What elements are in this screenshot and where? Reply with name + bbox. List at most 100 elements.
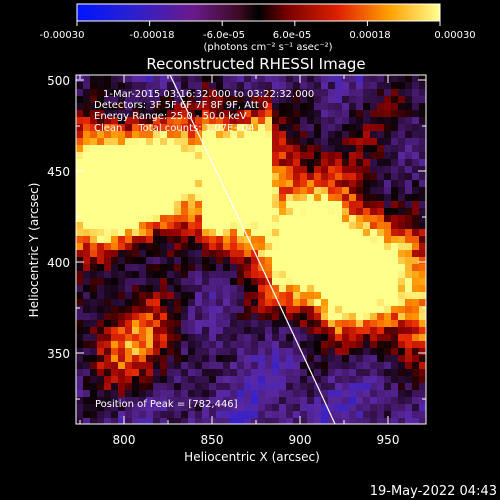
heatmap-cell [405, 348, 412, 355]
heatmap-cell [132, 131, 139, 138]
heatmap-cell [125, 404, 132, 411]
heatmap-cell [125, 397, 132, 404]
heatmap-cell [356, 341, 363, 348]
heatmap-cell [132, 138, 139, 145]
heatmap-cell [188, 369, 195, 376]
heatmap-cell [370, 187, 377, 194]
heatmap-cell [272, 82, 279, 89]
heatmap-cell [153, 138, 160, 145]
heatmap-cell [125, 222, 132, 229]
heatmap-cell [356, 362, 363, 369]
heatmap-cell [167, 299, 174, 306]
heatmap-cell [300, 243, 307, 250]
heatmap-cell [90, 404, 97, 411]
heatmap-cell [153, 96, 160, 103]
heatmap-cell [139, 208, 146, 215]
heatmap-cell [125, 264, 132, 271]
heatmap-cell [377, 418, 384, 424]
heatmap-cell [132, 236, 139, 243]
heatmap-cell [300, 138, 307, 145]
heatmap-cell [146, 271, 153, 278]
heatmap-cell [279, 145, 286, 152]
heatmap-cell [132, 285, 139, 292]
heatmap-cell [335, 82, 342, 89]
heatmap-cell [104, 229, 111, 236]
heatmap-cell [391, 257, 398, 264]
heatmap-cell [188, 236, 195, 243]
heatmap-cell [132, 376, 139, 383]
heatmap-cell [244, 180, 251, 187]
heatmap-cell [223, 243, 230, 250]
heatmap-cell [167, 306, 174, 313]
heatmap-cell [258, 411, 265, 418]
heatmap-cell [216, 243, 223, 250]
heatmap-cell [419, 180, 426, 187]
heatmap-cell [104, 397, 111, 404]
heatmap-cell [153, 320, 160, 327]
heatmap-cell [363, 89, 370, 96]
heatmap-cell [160, 320, 167, 327]
heatmap-cell [391, 180, 398, 187]
heatmap-cell [377, 124, 384, 131]
heatmap-cell [237, 397, 244, 404]
heatmap-cell [146, 355, 153, 362]
heatmap-cell [349, 418, 356, 424]
heatmap-cell [125, 278, 132, 285]
heatmap-cell [83, 96, 90, 103]
heatmap-cell [230, 355, 237, 362]
heatmap-cell [328, 187, 335, 194]
heatmap-cell [230, 320, 237, 327]
heatmap-cell [244, 201, 251, 208]
heatmap-cell [363, 75, 370, 82]
heatmap-cell [97, 145, 104, 152]
heatmap-cell [391, 397, 398, 404]
heatmap-cell [167, 418, 174, 424]
heatmap-cell [202, 264, 209, 271]
heatmap-cell [118, 320, 125, 327]
heatmap-cell [370, 376, 377, 383]
heatmap-cell [391, 117, 398, 124]
heatmap-cell [405, 166, 412, 173]
heatmap-cell [76, 187, 83, 194]
heatmap-cell [160, 334, 167, 341]
heatmap-cell [419, 152, 426, 159]
heatmap-cell [286, 229, 293, 236]
heatmap-cell [412, 376, 419, 383]
heatmap-cell [209, 152, 216, 159]
heatmap-cell [195, 390, 202, 397]
heatmap-cell [146, 243, 153, 250]
heatmap-cell [167, 264, 174, 271]
heatmap-cell [279, 271, 286, 278]
heatmap-cell [349, 411, 356, 418]
heatmap-cell [202, 117, 209, 124]
heatmap-cell [363, 376, 370, 383]
heatmap-cell [293, 334, 300, 341]
heatmap-cell [174, 355, 181, 362]
heatmap-cell [377, 117, 384, 124]
heatmap-cell [139, 271, 146, 278]
heatmap-cell [272, 285, 279, 292]
heatmap-cell [160, 194, 167, 201]
heatmap-cell [349, 299, 356, 306]
heatmap-cell [244, 306, 251, 313]
heatmap-cell [139, 229, 146, 236]
heatmap-cell [307, 250, 314, 257]
heatmap-cell [335, 180, 342, 187]
heatmap-cell [181, 159, 188, 166]
heatmap-cell [223, 362, 230, 369]
heatmap-cell [160, 362, 167, 369]
heatmap-cell [230, 117, 237, 124]
heatmap-cell [349, 341, 356, 348]
heatmap-cell [230, 89, 237, 96]
heatmap-cell [174, 306, 181, 313]
heatmap-cell [167, 341, 174, 348]
heatmap-cell [181, 292, 188, 299]
heatmap-cell [195, 278, 202, 285]
heatmap-cell [237, 320, 244, 327]
heatmap-cell [342, 173, 349, 180]
heatmap-cell [335, 257, 342, 264]
heatmap-cell [195, 383, 202, 390]
heatmap-cell [293, 327, 300, 334]
heatmap-cell [258, 355, 265, 362]
heatmap-cell [377, 278, 384, 285]
